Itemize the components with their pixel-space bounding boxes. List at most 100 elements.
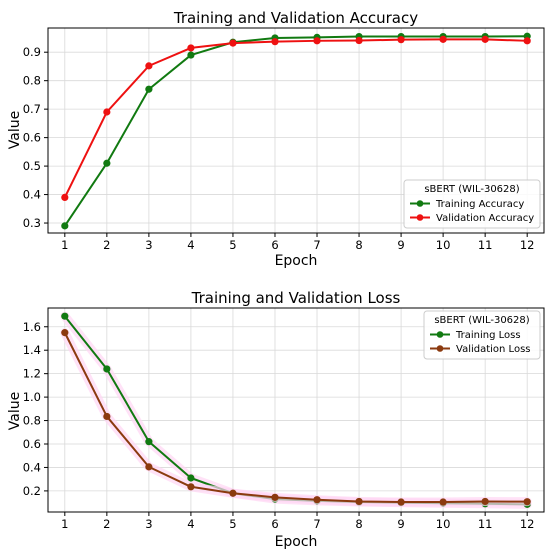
accuracy-series-point <box>523 37 531 45</box>
accuracy-y-tick-label: 0.6 <box>23 131 41 145</box>
loss-legend-swatch-marker <box>436 331 444 338</box>
loss-chart-title: Training and Validation Loss <box>191 289 401 307</box>
loss-series-line <box>63 332 528 504</box>
accuracy-y-tick-label: 0.5 <box>23 159 41 173</box>
accuracy-series-point <box>103 159 111 167</box>
loss-series-point <box>187 483 195 491</box>
loss-y-tick-label: 1.4 <box>23 343 41 357</box>
accuracy-legend-entry-label: Validation Accuracy <box>436 213 534 224</box>
loss-x-tick-label: 12 <box>520 517 535 531</box>
accuracy-x-tick-label: 10 <box>436 238 451 252</box>
loss-series-point <box>103 412 111 421</box>
loss-x-tick-label: 4 <box>187 517 194 531</box>
loss-series-point <box>145 463 153 471</box>
loss-y-tick-label: 0.8 <box>23 414 41 428</box>
loss-series-point <box>397 498 405 506</box>
accuracy-series-line <box>63 35 528 227</box>
loss-series-point <box>439 498 447 506</box>
accuracy-legend-box <box>403 179 541 229</box>
loss-x-tick-label: 9 <box>397 517 404 531</box>
loss-series-point <box>355 497 363 506</box>
loss-plot-frame <box>47 307 545 513</box>
accuracy-series-point <box>439 35 447 43</box>
loss-legend-entry-label: Training Loss <box>455 330 521 341</box>
loss-series-1 <box>60 328 532 507</box>
loss-legend-box <box>423 310 541 360</box>
accuracy-series-point <box>145 85 153 93</box>
accuracy-panel: Training and Validation Accuracy Value E… <box>7 9 545 269</box>
accuracy-legend-swatch-marker <box>416 214 424 221</box>
loss-x-tick-label: 11 <box>478 517 493 531</box>
loss-x-tick-label: 1 <box>61 517 68 531</box>
loss-y-tick-label: 1.0 <box>23 390 41 404</box>
loss-series-point <box>229 489 237 497</box>
loss-y-tick-label: 1.2 <box>23 367 41 381</box>
accuracy-series-point <box>481 35 489 43</box>
accuracy-series-point <box>313 37 321 45</box>
loss-legend: sBERT (WIL-30628) Training Loss Validation… <box>423 310 541 360</box>
accuracy-series-point <box>397 36 405 44</box>
accuracy-y-tick-label: 0.4 <box>23 188 41 202</box>
loss-x-axis-label: Epoch <box>275 534 318 550</box>
loss-series-point <box>271 493 279 501</box>
accuracy-legend-entry-label: Training Accuracy <box>435 199 524 210</box>
accuracy-x-tick-label: 5 <box>229 238 236 252</box>
accuracy-x-tick-label: 8 <box>355 238 362 252</box>
accuracy-series-line <box>63 38 528 198</box>
loss-y-axis-label: Value <box>7 392 23 430</box>
accuracy-x-tick-label: 7 <box>313 238 320 252</box>
loss-x-tick-label: 6 <box>271 517 278 531</box>
loss-series-point <box>61 329 69 337</box>
loss-series-point <box>103 365 111 373</box>
accuracy-x-axis-label: Epoch <box>275 253 318 269</box>
accuracy-series-1 <box>61 35 531 202</box>
accuracy-x-tick-label: 11 <box>478 238 493 252</box>
loss-panel: Training and Validation Loss Value Epoch… <box>7 289 545 550</box>
accuracy-y-tick-label: 0.9 <box>23 45 41 59</box>
loss-x-tick-label: 10 <box>436 517 451 531</box>
accuracy-series-point <box>187 51 195 59</box>
accuracy-x-tick-label: 6 <box>271 238 278 252</box>
loss-series-point <box>523 498 531 506</box>
loss-x-tick-label: 2 <box>103 517 110 531</box>
accuracy-series-point <box>61 193 69 202</box>
loss-legend-entry-label: Validation Loss <box>456 344 531 355</box>
accuracy-x-tick-label: 2 <box>103 238 110 252</box>
accuracy-y-tick-label: 0.3 <box>23 216 41 230</box>
loss-x-tick-label: 7 <box>313 517 320 531</box>
loss-legend-title: sBERT (WIL-30628) <box>434 315 529 326</box>
loss-x-tick-label: 3 <box>145 517 152 531</box>
loss-series-point <box>61 312 69 320</box>
accuracy-series-point <box>271 38 279 46</box>
loss-legend-swatch-marker <box>436 345 444 352</box>
accuracy-series-point <box>229 39 237 47</box>
accuracy-x-tick-label: 12 <box>520 238 535 252</box>
loss-y-tick-label: 0.2 <box>23 484 41 498</box>
accuracy-y-axis-label: Value <box>7 111 23 149</box>
accuracy-x-tick-label: 9 <box>397 238 404 252</box>
loss-y-tick-label: 0.6 <box>23 437 41 451</box>
loss-x-tick-label: 5 <box>229 517 236 531</box>
loss-series-point <box>313 496 321 504</box>
loss-series-point <box>481 497 489 506</box>
accuracy-legend-swatch-marker <box>416 200 424 207</box>
accuracy-series-point <box>145 62 153 70</box>
accuracy-x-tick-label: 1 <box>61 238 68 252</box>
loss-x-tick-label: 8 <box>355 517 362 531</box>
accuracy-y-tick-label: 0.8 <box>23 74 41 88</box>
accuracy-series-point <box>103 108 111 116</box>
accuracy-series-point <box>61 222 69 230</box>
accuracy-y-tick-label: 0.7 <box>23 102 41 116</box>
loss-series-point <box>145 438 153 446</box>
loss-y-tick-label: 0.4 <box>23 460 41 474</box>
loss-y-tick-label: 1.6 <box>23 320 41 334</box>
accuracy-plot-frame <box>47 27 545 234</box>
accuracy-series-point <box>187 44 195 52</box>
accuracy-chart-title: Training and Validation Accuracy <box>173 9 418 27</box>
accuracy-x-tick-label: 3 <box>145 238 152 252</box>
accuracy-x-tick-label: 4 <box>187 238 194 252</box>
accuracy-legend-title: sBERT (WIL-30628) <box>424 184 519 195</box>
loss-series-point <box>187 474 195 482</box>
accuracy-legend: sBERT (WIL-30628) Training Accuracy Valida… <box>403 179 541 229</box>
